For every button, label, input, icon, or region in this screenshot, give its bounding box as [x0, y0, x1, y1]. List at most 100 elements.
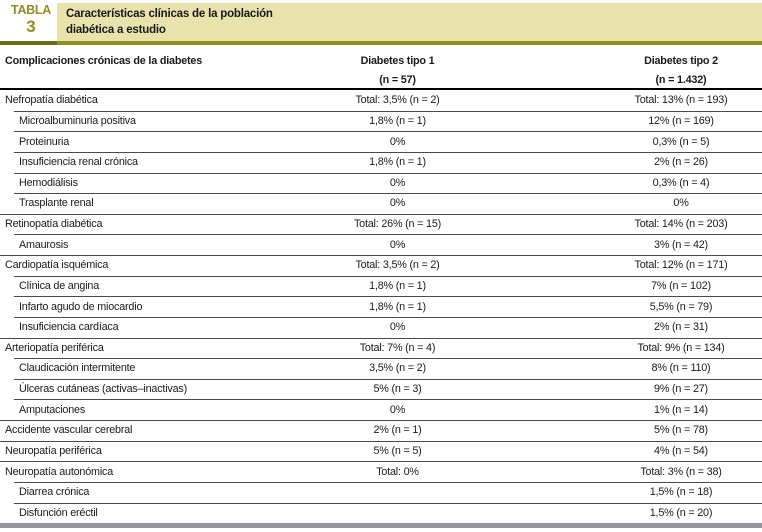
row-value-tipo2: 0,3% (n = 5): [652, 135, 710, 148]
table-row: Claudicación intermitente 3,5% (n = 2) 8…: [0, 358, 762, 379]
header-col2-n: (n = 1.432): [655, 74, 707, 86]
table-row: Insuficiencia cardíaca 0% 2% (n = 31): [0, 316, 762, 338]
header-diabetes-tipo-2: Diabetes tipo 2 (n = 1.432): [605, 45, 757, 88]
table-row: Nefropatía diabética Total: 3,5% (n = 2)…: [0, 90, 762, 111]
row-value-tipo2: 2% (n = 31): [654, 321, 708, 334]
row-value-tipo2: 8% (n = 110): [651, 362, 711, 375]
table-title-line1: Características clínicas de la población: [66, 7, 273, 20]
row-label: Hemodiálisis: [19, 176, 78, 189]
row-value-tipo2: 2% (n = 26): [654, 156, 708, 169]
header-col1-name: Diabetes tipo 1: [360, 55, 435, 67]
row-label: Retinopatía diabética: [5, 218, 103, 231]
table-row: Amputaciones 0% 1% (n = 14): [0, 399, 762, 420]
table-row: Proteinuria 0% 0,3% (n = 5): [0, 131, 762, 152]
row-value-tipo1: Total: 0%: [376, 465, 419, 478]
row-label: Cardiopatía isquémica: [5, 259, 109, 272]
row-label: Arteriopatía periférica: [5, 341, 104, 354]
table-row: Neuropatía periférica 5% (n = 5) 4% (n =…: [0, 440, 762, 462]
accent-rule: [0, 41, 762, 45]
row-value-tipo1: 1,8% (n = 1): [369, 156, 426, 169]
table-badge: TABLA 3: [7, 3, 55, 37]
row-value-tipo2: 9% (n = 27): [654, 383, 708, 396]
row-label: Amputaciones: [19, 403, 86, 416]
row-value-tipo2: 1% (n = 14): [654, 403, 708, 416]
row-label: Insuficiencia renal crónica: [19, 156, 138, 169]
row-value-tipo2: Total: 3% (n = 38): [640, 465, 722, 478]
table-row: Hemodiálisis 0% 0,3% (n = 4): [0, 172, 762, 194]
row-label: Accidente vascular cerebral: [5, 424, 133, 437]
table-bottom-rule: [0, 523, 762, 528]
table-row: Neuropatía autonómica Total: 0% Total: 3…: [0, 461, 762, 482]
header-col2-name: Diabetes tipo 2: [644, 55, 718, 67]
row-label: Diarrea crónica: [19, 486, 90, 499]
row-label: Claudicación intermitente: [19, 362, 136, 375]
row-value-tipo2: 7% (n = 102): [651, 279, 711, 292]
table-row: Clínica de angina 1,8% (n = 1) 7% (n = 1…: [0, 275, 762, 297]
table-title-line2: diabética a estudio: [66, 24, 166, 36]
row-value-tipo1: 0%: [389, 176, 406, 189]
row-label: Clínica de angina: [19, 279, 100, 292]
table-row: Úlceras cutáneas (activas–inactivas) 5% …: [0, 378, 762, 400]
row-label: Proteinuria: [19, 135, 70, 148]
table-row: Retinopatía diabética Total: 26% (n = 15…: [0, 213, 762, 235]
table-row: Amaurosis 0% 3% (n = 42): [0, 234, 762, 255]
table-row: Accidente vascular cerebral 2% (n = 1) 5…: [0, 420, 762, 441]
table-row: Disfunción eréctil 1,5% (n = 20): [0, 502, 762, 524]
table-row: Arteriopatía periférica Total: 7% (n = 4…: [0, 337, 762, 359]
row-value-tipo2: 3% (n = 42): [654, 238, 708, 251]
row-value-tipo1: Total: 26% (n = 15): [353, 218, 442, 231]
table-body: Nefropatía diabética Total: 3,5% (n = 2)…: [0, 90, 762, 523]
row-value-tipo1: Total: 7% (n = 4): [359, 341, 436, 354]
row-value-tipo1: 0%: [389, 197, 406, 210]
row-value-tipo1: 2% (n = 1): [373, 424, 422, 437]
header-col1-n: (n = 57): [379, 74, 416, 86]
row-value-tipo1: 1,8% (n = 1): [369, 279, 426, 292]
table-title-bar: Características clínicas de la población…: [57, 3, 762, 41]
table-row: Infarto agudo de miocardio 1,8% (n = 1) …: [0, 296, 762, 317]
row-label: Insuficiencia cardíaca: [19, 321, 119, 334]
row-value-tipo2: Total: 14% (n = 203): [634, 218, 728, 231]
table-row: Diarrea crónica 1,5% (n = 18): [0, 481, 762, 503]
table-row: Microalbuminuria positiva 1,8% (n = 1) 1…: [0, 110, 762, 132]
table-row: Cardiopatía isquémica Total: 3,5% (n = 2…: [0, 255, 762, 276]
row-value-tipo1: 5% (n = 5): [373, 444, 422, 457]
row-label: Trasplante renal: [19, 197, 94, 210]
row-label: Neuropatía periférica: [5, 444, 102, 457]
row-label: Infarto agudo de miocardio: [19, 300, 143, 313]
header-column-spacer: [505, 45, 605, 88]
row-value-tipo1: 1,8% (n = 1): [369, 300, 426, 313]
row-value-tipo2: 4% (n = 54): [654, 444, 708, 457]
header-diabetes-tipo-1: Diabetes tipo 1 (n = 57): [290, 45, 505, 88]
accent-rule-dark-segment: [0, 41, 57, 45]
row-value-tipo2: Total: 9% (n = 134): [637, 341, 725, 354]
row-label: Disfunción eréctil: [19, 506, 98, 519]
row-label: Úlceras cutáneas (activas–inactivas): [19, 383, 188, 396]
row-label: Amaurosis: [19, 238, 69, 251]
row-label: Nefropatía diabética: [5, 94, 98, 107]
row-value-tipo2: 5% (n = 78): [654, 424, 708, 437]
row-value-tipo2: 1,5% (n = 18): [649, 486, 713, 499]
row-value-tipo2: Total: 13% (n = 193): [634, 94, 728, 107]
table-badge-number: 3: [26, 17, 36, 37]
row-value-tipo1: Total: 3,5% (n = 2): [355, 94, 440, 107]
row-value-tipo1: 5% (n = 3): [373, 383, 422, 396]
row-value-tipo1: 0%: [389, 403, 406, 416]
table-badge-kicker: TABLA: [11, 3, 51, 17]
table-row: Insuficiencia renal crónica 1,8% (n = 1)…: [0, 151, 762, 173]
table-row: Trasplante renal 0% 0%: [0, 193, 762, 214]
row-label: Neuropatía autonómica: [5, 465, 114, 478]
header-label-column: Complicaciones crónicas de la diabetes: [5, 55, 203, 67]
row-value-tipo1: 1,8% (n = 1): [369, 114, 426, 127]
row-value-tipo1: 0%: [389, 238, 406, 251]
row-value-tipo2: 12% (n = 169): [648, 114, 714, 127]
row-value-tipo2: 0,3% (n = 4): [652, 176, 710, 189]
row-value-tipo1: 3,5% (n = 2): [369, 362, 426, 375]
row-value-tipo2: 1,5% (n = 20): [649, 506, 713, 519]
row-value-tipo1: Total: 3,5% (n = 2): [355, 259, 440, 272]
row-value-tipo1: 0%: [389, 321, 406, 334]
row-value-tipo2: Total: 12% (n = 171): [634, 259, 728, 272]
row-value-tipo1: 0%: [389, 135, 406, 148]
row-value-tipo2: 5,5% (n = 79): [649, 300, 713, 313]
row-value-tipo2: 0%: [673, 197, 689, 210]
